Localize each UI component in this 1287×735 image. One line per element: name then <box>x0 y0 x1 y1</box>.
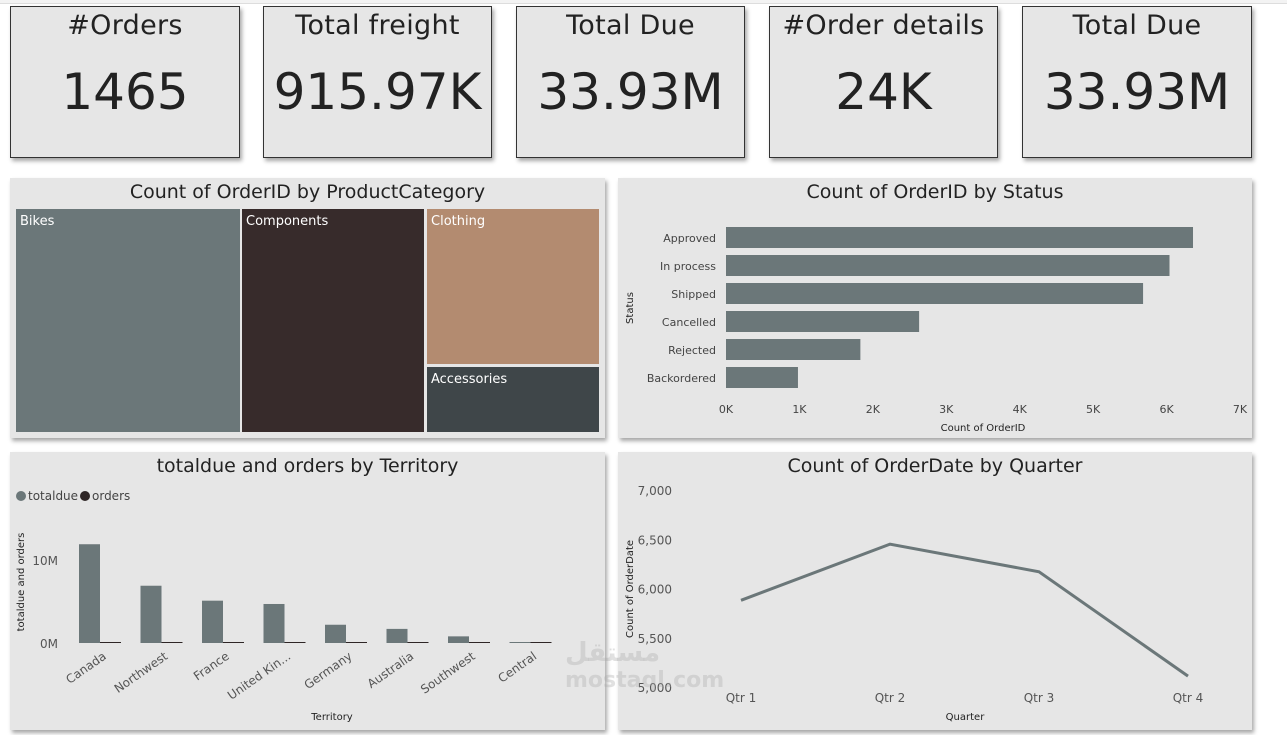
status-label: Backordered <box>647 372 716 385</box>
kpi-total-due-card: Total Due 33.93M <box>516 6 745 158</box>
top-ribbon-strip <box>0 0 1287 4</box>
y-tick-label: 6,500 <box>638 533 672 547</box>
x-tick-label: United Kin... <box>225 649 293 703</box>
kpi-value: 33.93M <box>1043 63 1231 121</box>
treemap-tile-accessories[interactable]: Accessories <box>427 367 599 432</box>
bar-totaldue <box>325 624 346 643</box>
x-tick-label: 4K <box>1013 403 1028 416</box>
x-tick-label: Central <box>495 649 539 686</box>
legend-label-totaldue: totaldue <box>28 489 78 503</box>
bar-orders <box>469 642 490 643</box>
status-bar <box>726 339 861 360</box>
kpi-title: Total freight <box>295 10 460 41</box>
kpi-orders-card: #Orders 1465 <box>10 6 240 158</box>
bar-totaldue <box>448 636 469 643</box>
bar-orders <box>223 642 244 643</box>
x-tick-label: 2K <box>866 403 881 416</box>
chart-title: Count of OrderID by Status <box>806 181 1064 203</box>
kpi-value: 33.93M <box>537 63 724 121</box>
legend-marker-totaldue <box>16 491 26 501</box>
kpi-value: 24K <box>835 63 932 121</box>
status-label: In process <box>660 260 716 273</box>
kpi-title: #Orders <box>67 10 183 41</box>
territory-column-chart[interactable]: totaldue and orders by Territory totaldu… <box>10 452 605 730</box>
x-tick-label: Australia <box>365 649 417 691</box>
bar-orders <box>161 642 183 643</box>
bar-orders <box>284 642 306 643</box>
bar-totaldue <box>386 628 408 643</box>
status-bar <box>726 255 1170 276</box>
kpi-total-due-card-2: Total Due 33.93M <box>1022 6 1252 158</box>
chart-title: totaldue and orders by Territory <box>156 455 459 477</box>
status-bar <box>726 283 1144 304</box>
status-bar <box>726 227 1194 248</box>
bar-totaldue <box>509 642 531 643</box>
kpi-total-freight-card: Total freight 915.97K <box>263 6 492 158</box>
x-tick-label: 5K <box>1086 403 1101 416</box>
quarter-line-chart[interactable]: Count of OrderDate by Quarter 5,000 5,500… <box>618 452 1252 730</box>
x-tick-label: 3K <box>939 403 954 416</box>
y-tick-label: 7,000 <box>638 484 672 498</box>
y-axis-title: Status <box>625 292 636 324</box>
x-axis-title: Count of OrderID <box>941 423 1026 434</box>
x-tick-label: 6K <box>1159 403 1174 416</box>
treemap-tile-components[interactable]: Components <box>242 209 424 432</box>
status-chart-svg: Approved In process Shipped Cancelled Reject… <box>625 227 1248 434</box>
bar-orders <box>100 642 121 643</box>
kpi-title: Total Due <box>1072 10 1202 41</box>
treemap-product-category[interactable]: Count of OrderID by ProductCategory Bike… <box>10 178 605 438</box>
kpi-value: 1465 <box>61 63 189 121</box>
x-axis-title: Quarter <box>946 712 986 723</box>
x-tick-label: Canada <box>63 649 108 687</box>
status-bar-chart[interactable]: Count of OrderID by Status Approved In pr… <box>618 178 1252 438</box>
status-label: Cancelled <box>662 316 716 329</box>
chart-title: Count of OrderDate by Quarter <box>787 455 1083 477</box>
bar-totaldue <box>263 603 285 643</box>
status-label: Shipped <box>671 288 716 301</box>
y-tick-label: 5,000 <box>638 681 672 695</box>
y-axis-title: Count of OrderDate <box>625 540 636 638</box>
x-tick-label: 7K <box>1233 403 1248 416</box>
x-tick-label: 1K <box>792 403 807 416</box>
status-label: Approved <box>663 232 716 245</box>
status-label: Rejected <box>668 344 716 357</box>
y-tick-label: 10M <box>32 554 58 568</box>
y-axis-title: totaldue and orders <box>16 533 27 632</box>
bar-totaldue <box>79 544 100 643</box>
y-tick-label: 6,000 <box>638 583 672 597</box>
x-tick-label: Northwest <box>112 649 171 696</box>
series-line <box>740 542 1189 678</box>
bar-totaldue <box>202 600 223 643</box>
y-tick-label: 0M <box>40 637 58 651</box>
bar-totaldue <box>140 585 162 643</box>
x-tick-label: Qtr 3 <box>1024 691 1055 705</box>
x-axis-title: Territory <box>310 712 353 723</box>
bar-orders <box>530 642 552 643</box>
y-tick-label: 5,500 <box>638 632 672 646</box>
quarter-chart-svg: 5,000 5,500 6,000 6,500 7,000 Qtr 1 Qtr 2 Qtr 3… <box>625 484 1204 723</box>
x-tick-label: Germany <box>302 649 355 692</box>
x-tick-label: Qtr 4 <box>1173 691 1204 705</box>
x-tick-label: 0K <box>719 403 734 416</box>
x-tick-label: Qtr 2 <box>875 691 906 705</box>
status-bar <box>726 311 920 332</box>
x-tick-label: Southwest <box>418 649 478 697</box>
kpi-title: Total Due <box>566 10 695 41</box>
treemap-tile-clothing[interactable]: Clothing <box>427 209 599 364</box>
legend-label-orders: orders <box>92 489 130 503</box>
kpi-title: #Order details <box>782 10 985 41</box>
status-bar <box>726 367 798 388</box>
treemap-tile-bikes[interactable]: Bikes <box>16 209 240 432</box>
kpi-order-details-card: #Order details 24K <box>769 6 998 158</box>
bar-orders <box>346 642 367 643</box>
x-tick-label: France <box>191 649 232 683</box>
kpi-value: 915.97K <box>273 63 482 121</box>
x-tick-label: Qtr 1 <box>726 691 757 705</box>
bar-orders <box>407 642 429 643</box>
legend-marker-orders <box>80 491 90 501</box>
chart-title: Count of OrderID by ProductCategory <box>129 181 486 203</box>
watermark-logo: مستقل mostaql.com <box>565 638 725 693</box>
territory-chart-svg: totaldue orders 0M 10M Canada Northwest France… <box>16 489 552 723</box>
